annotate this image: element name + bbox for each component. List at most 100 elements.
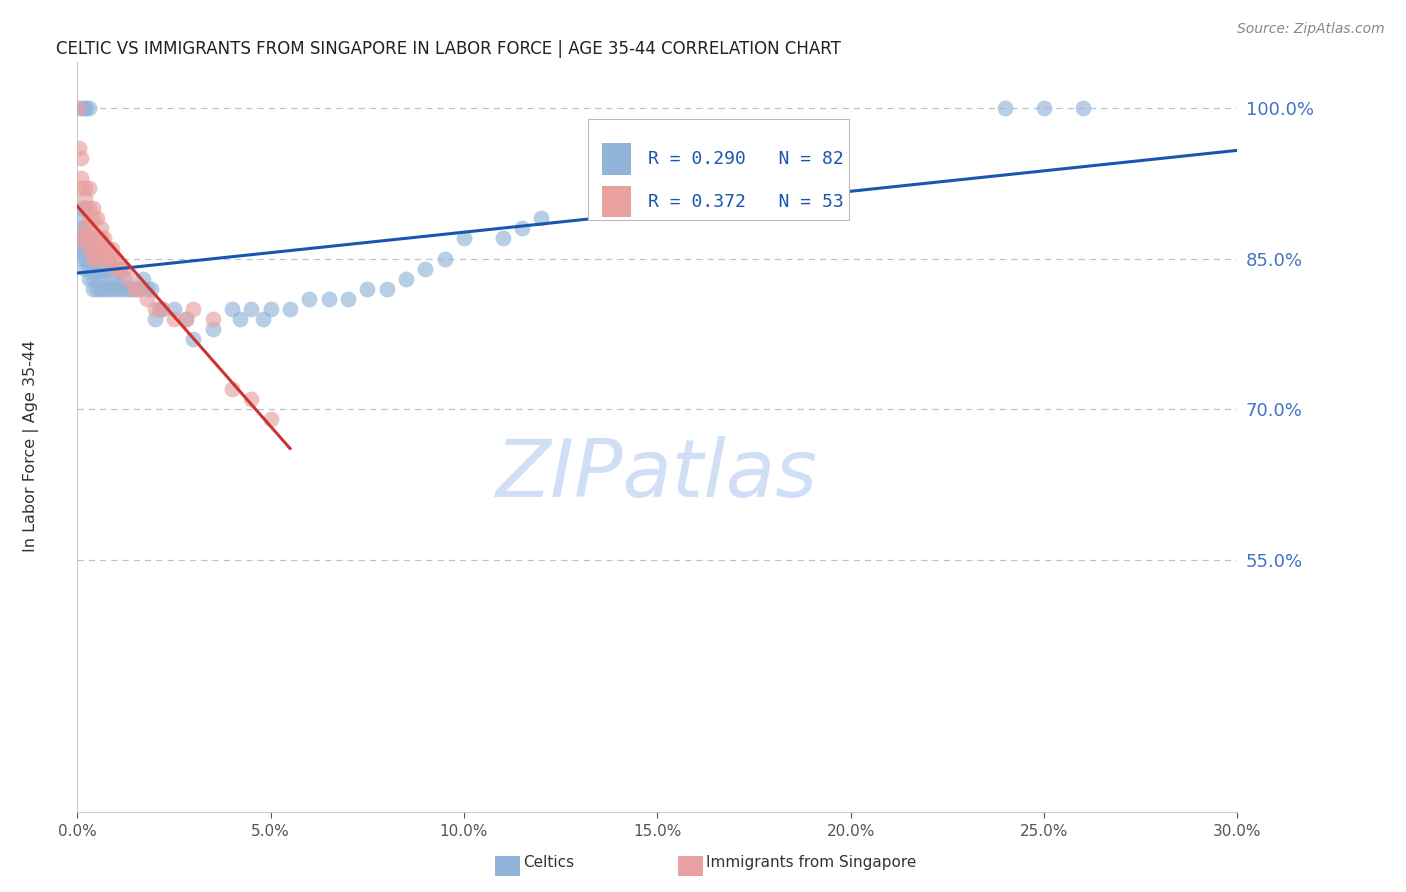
Point — [86, 271, 108, 285]
Point — [77, 221, 100, 235]
Point — [77, 201, 100, 215]
Point — [67, 242, 90, 256]
Point — [90, 231, 111, 245]
Point — [143, 312, 166, 326]
Bar — [588, 119, 849, 219]
Point — [70, 101, 93, 115]
Point — [994, 101, 1017, 115]
Point — [82, 252, 104, 266]
Point — [93, 282, 115, 296]
Point — [70, 151, 93, 165]
Point — [337, 292, 360, 306]
Point — [124, 282, 146, 296]
Point — [121, 282, 143, 296]
Point — [75, 201, 96, 215]
Point — [77, 271, 100, 285]
Point — [97, 252, 120, 266]
Point — [1033, 101, 1056, 115]
Point — [183, 301, 205, 316]
Point — [70, 242, 93, 256]
Point — [101, 282, 124, 296]
Point — [86, 231, 108, 245]
Point — [82, 271, 104, 285]
Point — [105, 261, 127, 276]
Point — [105, 252, 127, 266]
Point — [117, 282, 139, 296]
Point — [93, 252, 115, 266]
Point — [298, 292, 321, 306]
Point — [75, 181, 96, 195]
Point — [75, 191, 96, 205]
Point — [530, 211, 553, 226]
Point — [86, 242, 108, 256]
Point — [174, 312, 197, 326]
Point — [318, 292, 340, 306]
Point — [356, 282, 378, 296]
Point — [117, 271, 139, 285]
Text: ZIPatlas: ZIPatlas — [496, 435, 818, 514]
Point — [77, 231, 100, 245]
Point — [93, 231, 115, 245]
Point — [112, 282, 135, 296]
Text: Celtics: Celtics — [523, 855, 574, 870]
Point — [75, 231, 96, 245]
Point — [108, 261, 131, 276]
Point — [228, 312, 252, 326]
Point — [67, 101, 90, 115]
Point — [75, 242, 96, 256]
Point — [90, 282, 111, 296]
Point — [97, 242, 120, 256]
Point — [70, 252, 93, 266]
Point — [433, 252, 456, 266]
Point — [395, 271, 418, 285]
Point — [801, 141, 824, 155]
Bar — [602, 144, 631, 175]
Point — [93, 242, 115, 256]
Point — [413, 261, 436, 276]
Point — [139, 282, 162, 296]
Point — [77, 242, 100, 256]
Point — [221, 301, 243, 316]
Point — [183, 332, 205, 346]
Point — [77, 181, 100, 195]
Point — [252, 312, 274, 326]
Point — [97, 261, 120, 276]
Point — [93, 261, 115, 276]
Point — [453, 231, 475, 245]
Point — [375, 282, 398, 296]
Point — [77, 261, 100, 276]
Point — [152, 301, 174, 316]
Point — [201, 312, 224, 326]
Point — [143, 301, 166, 316]
Point — [240, 301, 263, 316]
Point — [492, 231, 515, 245]
Point — [77, 231, 100, 245]
Point — [70, 181, 93, 195]
Point — [70, 211, 93, 226]
Text: Source: ZipAtlas.com: Source: ZipAtlas.com — [1237, 22, 1385, 37]
Point — [75, 101, 96, 115]
Point — [82, 201, 104, 215]
Point — [82, 261, 104, 276]
Point — [124, 282, 146, 296]
Point — [70, 231, 93, 245]
Point — [75, 261, 96, 276]
Point — [240, 392, 263, 407]
Point — [86, 211, 108, 226]
Point — [77, 211, 100, 226]
Text: In Labor Force | Age 35-44: In Labor Force | Age 35-44 — [22, 340, 39, 552]
Point — [86, 252, 108, 266]
Point — [70, 221, 93, 235]
Point — [75, 231, 96, 245]
Point — [221, 382, 243, 396]
Point — [86, 282, 108, 296]
Point — [77, 101, 100, 115]
Point — [163, 301, 186, 316]
Point — [105, 282, 127, 296]
Point — [70, 231, 93, 245]
Point — [90, 221, 111, 235]
Point — [101, 271, 124, 285]
Point — [77, 242, 100, 256]
Point — [86, 252, 108, 266]
Point — [112, 261, 135, 276]
